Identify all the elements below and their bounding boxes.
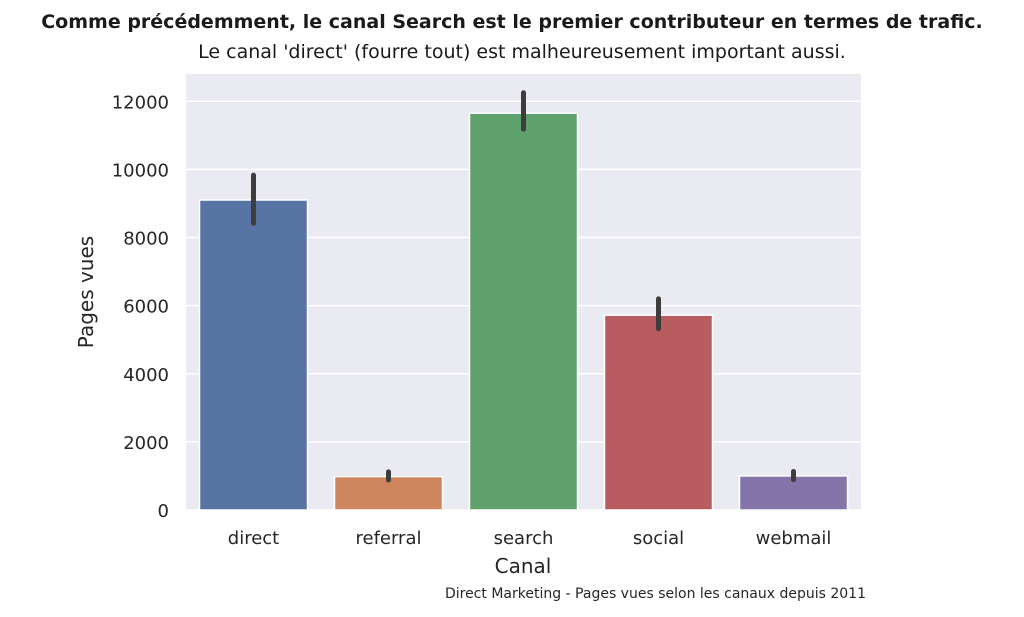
x-tick-label: direct — [228, 528, 279, 549]
y-axis-ticks: 0 2000 4000 6000 8000 10000 12000 — [112, 92, 169, 522]
y-tick-label: 4000 — [123, 365, 169, 386]
y-tick-label: 10000 — [112, 160, 169, 181]
x-axis-label: Canal — [495, 554, 552, 578]
y-tick-label: 6000 — [123, 297, 169, 318]
chart-caption: Direct Marketing - Pages vues selon les … — [445, 586, 866, 602]
x-axis-ticks: direct referral search social webmail — [228, 528, 832, 549]
chart-subtitle: Le canal 'direct' (fourre tout) est malh… — [198, 41, 846, 63]
x-tick-label: referral — [355, 528, 421, 549]
y-tick-label: 12000 — [112, 92, 169, 113]
y-tick-label: 2000 — [123, 433, 169, 454]
chart-title: Comme précédemment, le canal Search est … — [41, 11, 983, 33]
x-tick-label: webmail — [756, 528, 832, 549]
x-tick-label: search — [494, 528, 554, 549]
bar-social — [603, 314, 714, 511]
bar-search — [468, 112, 579, 511]
x-tick-label: social — [633, 528, 684, 549]
y-tick-label: 8000 — [123, 229, 169, 250]
bar-direct — [198, 199, 309, 511]
error-bars — [251, 90, 796, 483]
y-axis-label: Pages vues — [74, 236, 98, 348]
bars — [198, 112, 849, 511]
y-tick-label: 0 — [158, 501, 169, 522]
